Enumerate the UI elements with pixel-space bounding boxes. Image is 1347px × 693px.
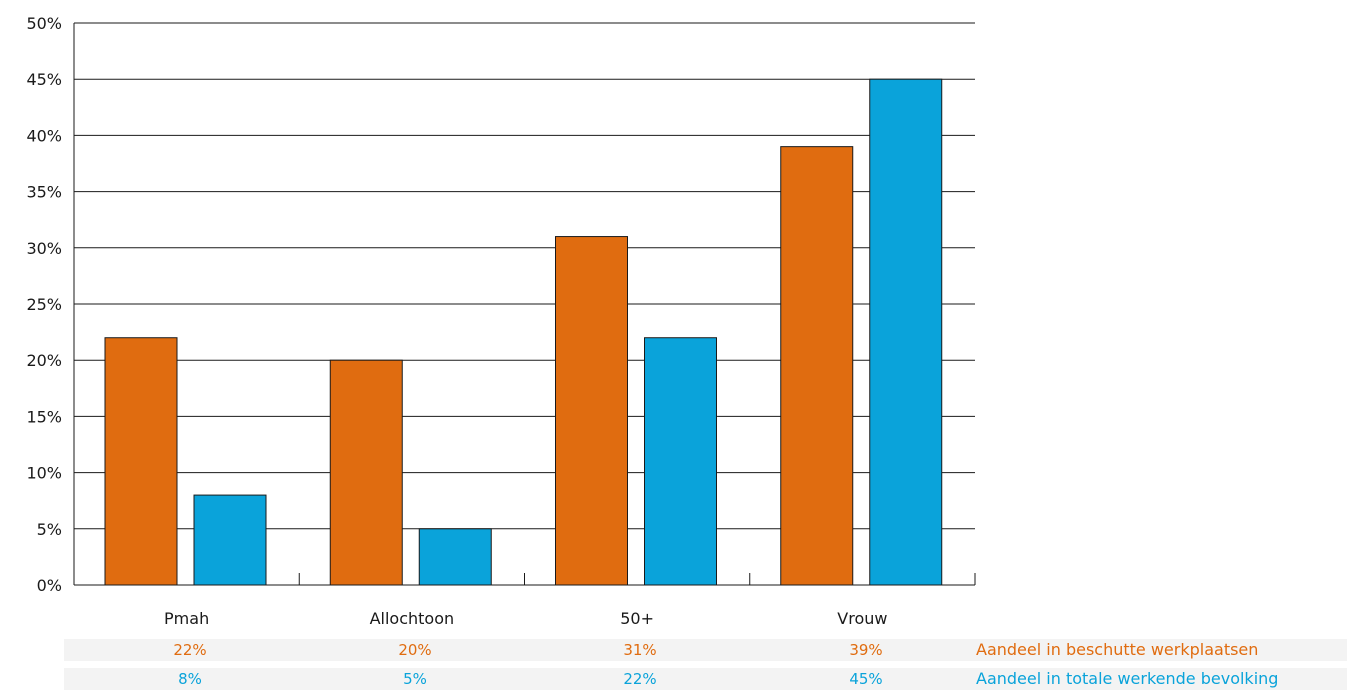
data-cell: 8% — [178, 670, 202, 688]
bar — [104, 337, 178, 586]
y-tick-label: 45% — [26, 70, 62, 89]
data-cell: 22% — [173, 641, 207, 659]
bars — [104, 78, 943, 586]
y-tick-label: 25% — [26, 295, 62, 314]
data-cell: 39% — [849, 641, 883, 659]
data-cell: 22% — [623, 670, 657, 688]
bar — [780, 146, 854, 586]
category-label: 50+ — [620, 609, 654, 628]
y-tick-label: 5% — [37, 520, 62, 539]
data-cell: 20% — [398, 641, 432, 659]
y-tick-label: 0% — [37, 576, 62, 595]
data-cell: 45% — [849, 670, 883, 688]
bar — [418, 528, 492, 586]
bar — [193, 494, 267, 586]
bar — [555, 236, 628, 586]
y-tick-label: 30% — [26, 239, 62, 258]
data-table-row-series-1: 22% 20% 31% 39% Aandeel in beschutte wer… — [64, 639, 1347, 661]
category-label: Allochtoon — [370, 609, 455, 628]
gridlines — [74, 22, 975, 530]
bar-chart: 0% 5% 10% 15% 20% 25% 30% 35% 40% 45% 50% Pmah Allo… — [26, 14, 976, 628]
series-name-1: Aandeel in beschutte werkplaatsen — [976, 640, 1259, 659]
bar — [869, 78, 943, 586]
category-label: Pmah — [164, 609, 209, 628]
y-tick-label: 10% — [26, 464, 62, 483]
category-label: Vrouw — [837, 609, 887, 628]
axes — [73, 23, 976, 586]
y-tick-label: 40% — [26, 126, 62, 145]
x-axis-category-labels: Pmah Allochtoon 50+ Vrouw — [164, 609, 887, 628]
data-cell: 31% — [623, 641, 657, 659]
y-tick-label: 15% — [26, 407, 62, 426]
y-tick-label: 35% — [26, 183, 62, 202]
y-tick-label: 50% — [26, 14, 62, 33]
bar — [644, 337, 717, 586]
series-name-2: Aandeel in totale werkende bevolking — [976, 669, 1279, 688]
y-axis-tick-labels: 0% 5% 10% 15% 20% 25% 30% 35% 40% 45% 50% — [26, 14, 62, 595]
data-table-row-series-2: 8% 5% 22% 45% Aandeel in totale werkende… — [64, 668, 1347, 690]
y-tick-label: 20% — [26, 351, 62, 370]
bar — [329, 359, 403, 586]
data-cell: 5% — [403, 670, 427, 688]
